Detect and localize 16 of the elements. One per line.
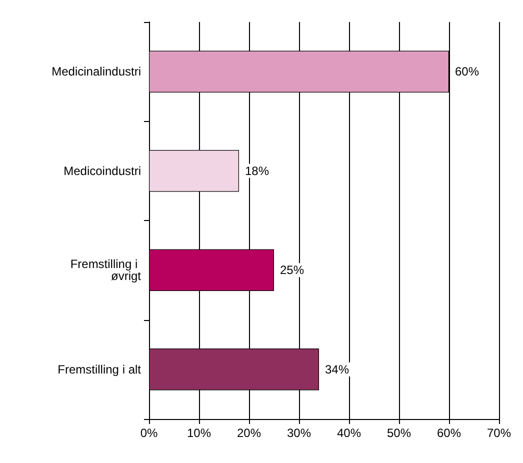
x-tick-label: 50%	[386, 426, 412, 440]
x-tick-label: 20%	[236, 426, 262, 440]
y-tick-label: Medicoindustri	[64, 164, 141, 178]
x-tick-label: 30%	[286, 426, 312, 440]
data-label: 60%	[455, 64, 480, 79]
y-tick-label: Medicinalindustri	[52, 64, 141, 79]
x-tick-label: 0%	[140, 426, 158, 440]
data-label: 18%	[245, 164, 270, 178]
y-tick-label: Fremstilling i alt	[58, 362, 142, 376]
y-tick-label: Fremstilling i øvrigt	[70, 257, 142, 284]
x-tick-label: 70%	[486, 426, 512, 440]
x-tick-label: 40%	[336, 426, 362, 440]
data-label: 25%	[280, 263, 304, 278]
data-label: 34%	[325, 362, 350, 376]
x-tick-label: 10%	[186, 426, 212, 440]
x-tick-label: 60%	[436, 426, 462, 440]
